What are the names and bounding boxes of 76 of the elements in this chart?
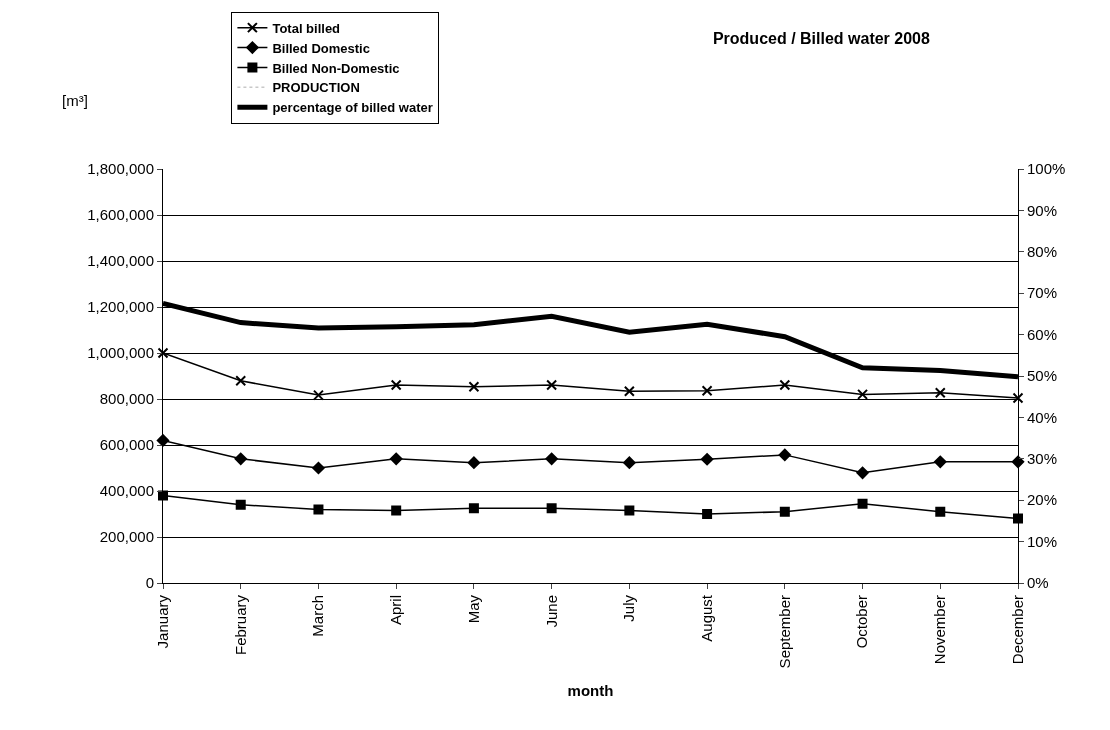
point xyxy=(1012,392,1024,404)
y-tick-label: 1,200,000 xyxy=(87,298,154,316)
y-tick-label: 800,000 xyxy=(99,390,154,408)
point xyxy=(934,387,946,399)
y2-tick-label: 60% xyxy=(1027,325,1058,343)
point xyxy=(156,434,170,447)
y-tick-label: 1,000,000 xyxy=(87,344,154,362)
point xyxy=(391,505,402,516)
point xyxy=(624,505,635,516)
x-tick-label: September xyxy=(775,595,793,669)
point xyxy=(235,499,246,510)
point xyxy=(702,509,713,519)
point xyxy=(312,389,324,401)
point xyxy=(313,504,324,515)
point xyxy=(700,453,714,466)
legend-label: Total billed xyxy=(272,20,341,36)
y-tick-label: 600,000 xyxy=(99,436,154,454)
x-tick-label: June xyxy=(542,595,560,628)
point xyxy=(935,506,946,517)
y2-tick-label: 70% xyxy=(1027,284,1058,302)
point xyxy=(856,466,869,480)
x-axis-title: month xyxy=(567,682,614,700)
legend-label: PRODUCTION xyxy=(272,80,360,96)
point xyxy=(545,452,558,465)
y2-tick-label: 20% xyxy=(1027,491,1058,509)
point xyxy=(234,452,247,465)
x-tick-label: October xyxy=(853,595,871,649)
point xyxy=(468,381,480,393)
y2-tick-label: 40% xyxy=(1027,408,1058,426)
point xyxy=(701,385,713,397)
point xyxy=(857,498,868,509)
legend-label: Billed Domestic xyxy=(272,40,370,56)
x-tick-label: February xyxy=(231,594,249,656)
point xyxy=(779,506,790,517)
point xyxy=(390,379,402,391)
y2-tick-label: 0% xyxy=(1027,574,1049,592)
x-tick-label: January xyxy=(153,594,171,649)
point xyxy=(778,448,792,462)
y-tick-label: 400,000 xyxy=(99,482,154,500)
x-tick-label: July xyxy=(620,594,638,622)
point xyxy=(468,503,479,514)
point xyxy=(857,388,869,400)
point xyxy=(235,375,247,387)
point xyxy=(158,490,168,501)
y-tick-label: 1,800,000 xyxy=(87,160,154,178)
point xyxy=(779,379,791,391)
y-tick-label: 0 xyxy=(145,574,154,592)
legend-label: percentage of billed water xyxy=(272,100,433,116)
point xyxy=(623,385,635,397)
point xyxy=(467,456,481,469)
point xyxy=(623,456,636,469)
y2-tick-label: 80% xyxy=(1027,243,1058,261)
point xyxy=(934,455,947,468)
y-tick-label: 1,400,000 xyxy=(87,252,154,270)
y2-tick-label: 50% xyxy=(1027,367,1058,385)
chart-title: Produced / Billed water 2008 xyxy=(712,30,930,48)
y2-tick-label: 100% xyxy=(1027,160,1066,178)
x-tick-label: August xyxy=(697,594,715,642)
y-axis-title: [m³] xyxy=(62,92,88,109)
point xyxy=(1013,513,1023,524)
point xyxy=(546,379,558,391)
x-tick-label: March xyxy=(309,595,327,637)
point xyxy=(312,461,325,475)
legend-label: Billed Non-Domestic xyxy=(272,60,400,76)
y2-tick-label: 30% xyxy=(1027,450,1058,468)
point xyxy=(546,503,557,514)
x-tick-label: December xyxy=(1008,595,1026,665)
y2-tick-label: 90% xyxy=(1027,201,1058,219)
x-tick-label: April xyxy=(387,595,405,626)
y-tick-label: 1,600,000 xyxy=(87,206,154,224)
point xyxy=(157,347,169,359)
y2-tick-label: 10% xyxy=(1027,532,1058,550)
x-tick-label: May xyxy=(464,594,482,624)
y-tick-label: 200,000 xyxy=(99,528,154,546)
x-tick-label: November xyxy=(931,595,949,665)
point xyxy=(389,452,403,465)
